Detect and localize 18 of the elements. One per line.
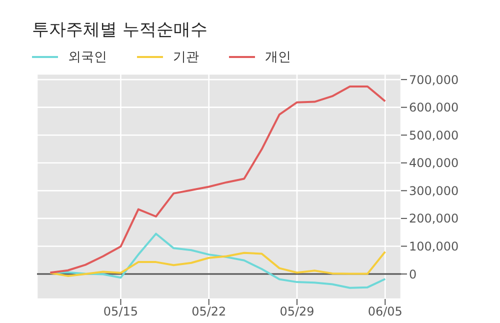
y-tick-label: 500,000 [409,128,459,142]
x-tick-label: 05/15 [103,304,138,319]
y-tick-label: 100,000 [409,239,459,254]
y-tick-label: 400,000 [409,156,459,170]
legend-label: 외국인 [68,49,107,66]
y-tick-label: 300,000 [409,184,459,198]
x-tick-label: 05/29 [280,304,314,319]
legend-label: 기관 [173,49,199,66]
line-series [49,86,386,274]
chart-title: 투자주체별 누적순매수 [31,19,208,42]
x-tick-label: 06/05 [368,304,402,319]
line-series [49,250,386,277]
y-tick-label: 600,000 [409,100,459,115]
y-tick-label: 0 [409,267,417,282]
y-tick-label: 200,000 [409,212,459,226]
y-tick-label: 700,000 [409,72,459,87]
x-tick-label: 05/22 [192,304,226,319]
legend-label: 개인 [265,49,291,66]
